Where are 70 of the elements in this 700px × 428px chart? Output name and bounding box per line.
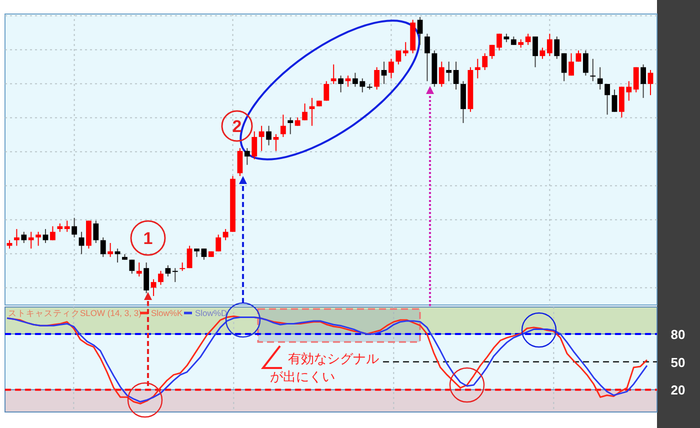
candlestick (64, 220, 70, 232)
candlestick (417, 16, 423, 46)
candlestick (597, 66, 603, 90)
candlestick (36, 231, 42, 246)
candlestick (222, 228, 228, 241)
candlestick (237, 148, 243, 177)
candlestick (50, 226, 56, 241)
candlestick (186, 245, 192, 269)
candlestick (172, 268, 178, 283)
candlestick (21, 231, 27, 244)
candlestick (150, 278, 156, 296)
annotation: 1 (143, 229, 153, 248)
candlestick (288, 116, 294, 135)
candlestick (604, 83, 610, 116)
candlestick (14, 228, 20, 246)
candlestick (446, 61, 452, 82)
candlestick (129, 259, 135, 274)
annotation: 有効なシグナルが出にくい (270, 352, 379, 385)
candlestick (258, 125, 264, 152)
candlestick (266, 125, 272, 146)
candlestick (525, 33, 531, 46)
candlestick (280, 114, 286, 138)
candlestick (93, 220, 99, 244)
candlestick (532, 36, 538, 68)
candlestick (273, 134, 279, 152)
candlestick (396, 50, 402, 65)
candlestick (338, 75, 344, 93)
candlestick (633, 66, 639, 93)
candlestick (28, 231, 34, 250)
candlestick (158, 270, 164, 286)
candlestick (648, 70, 654, 96)
y-tick-label: 80 (670, 326, 686, 342)
candlestick (100, 236, 106, 258)
candlestick (244, 148, 250, 166)
candlestick (201, 248, 207, 260)
candlestick (381, 61, 387, 84)
candlestick (482, 52, 488, 71)
candlestick (330, 64, 336, 84)
candlestick (136, 262, 142, 277)
candlestick (402, 42, 408, 57)
candlestick (612, 89, 618, 112)
candlestick (165, 264, 171, 277)
candlestick (108, 242, 114, 258)
candlestick (561, 52, 567, 82)
candlestick (388, 58, 394, 79)
candlestick (540, 47, 546, 60)
annotation: 2 (232, 117, 242, 136)
candlestick (554, 36, 560, 60)
candlestick (252, 130, 258, 160)
candlestick (474, 58, 480, 79)
candlestick (78, 231, 84, 255)
candlestick (438, 61, 444, 88)
candlestick (374, 66, 380, 90)
candlestick (72, 217, 78, 238)
candlestick (424, 33, 430, 82)
candlestick (324, 80, 330, 102)
candlestick (216, 234, 222, 252)
legend-label: Slow%K (151, 308, 183, 318)
y-tick-label: 50 (670, 354, 686, 370)
y-tick-label: 20 (670, 382, 686, 398)
candlestick (180, 262, 186, 272)
candlestick (640, 64, 646, 98)
candlestick (546, 33, 552, 57)
legend-label: Slow%D (195, 308, 228, 318)
candlestick (590, 58, 596, 82)
candlestick (453, 61, 459, 90)
candlestick (42, 228, 48, 244)
candlestick (568, 52, 574, 76)
candlestick (582, 50, 588, 76)
candlestick (302, 102, 308, 121)
